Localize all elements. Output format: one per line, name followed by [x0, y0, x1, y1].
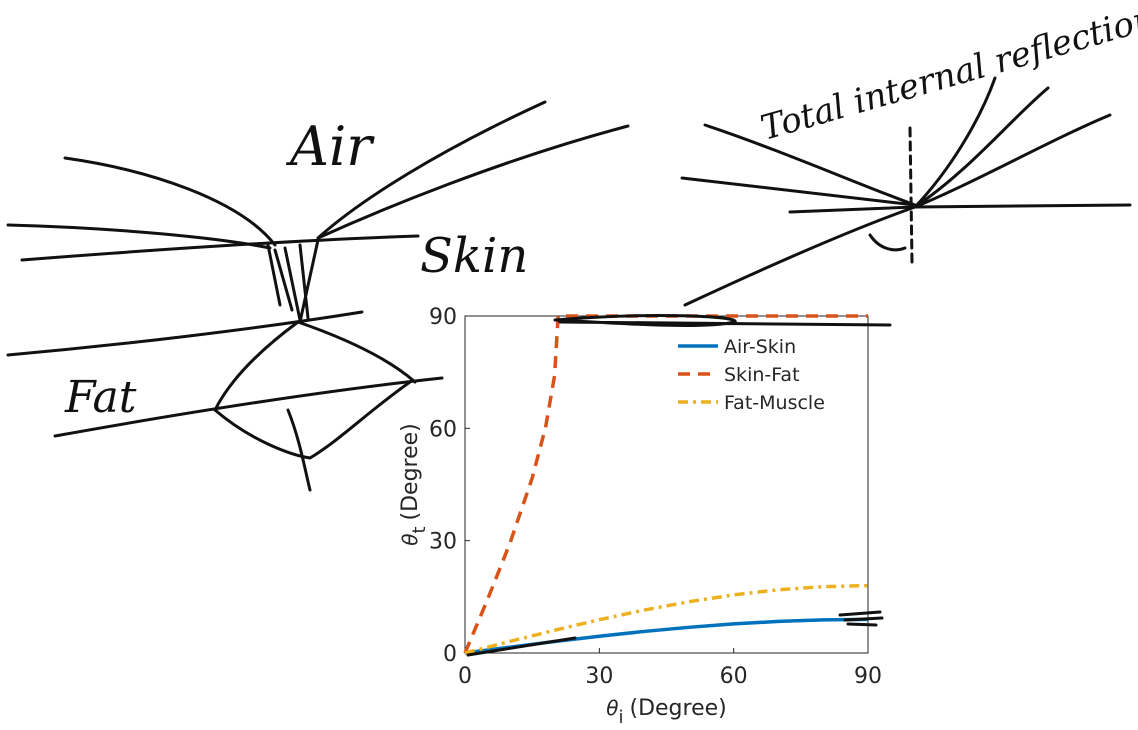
annotation: Skin [420, 228, 528, 284]
legend-label: Air-Skin [724, 336, 796, 358]
chart: Air Skin Fat Total internal reflection 0… [0, 0, 1138, 730]
annotation: Total internal reflection [756, 0, 1138, 149]
y-tick-label: 90 [429, 305, 457, 330]
annotation: Air [285, 115, 375, 178]
x-tick-label: 0 [458, 664, 472, 689]
y-label-part: θ [398, 534, 422, 546]
x-tick-label: 30 [585, 664, 613, 689]
y-tick-label: 0 [443, 642, 457, 667]
legend-label: Fat-Muscle [724, 392, 825, 414]
x-tick-label: 60 [720, 664, 748, 689]
y-label: θt (Degree) [398, 423, 430, 546]
y-tick-label: 30 [429, 530, 457, 555]
y-tick-label: 60 [429, 417, 457, 442]
x-label: θi (Degree) [606, 696, 727, 728]
x-label-part: θ [606, 696, 618, 720]
plot-area [465, 316, 868, 653]
annotation: Fat [64, 372, 137, 423]
x-tick-label: 90 [854, 664, 882, 689]
x-label-part: i [618, 707, 623, 728]
y-label-part: (Degree) [398, 423, 423, 520]
legend-label: Skin-Fat [724, 364, 800, 386]
y-label-part: t [409, 526, 430, 533]
x-label-part: (Degree) [630, 696, 727, 721]
